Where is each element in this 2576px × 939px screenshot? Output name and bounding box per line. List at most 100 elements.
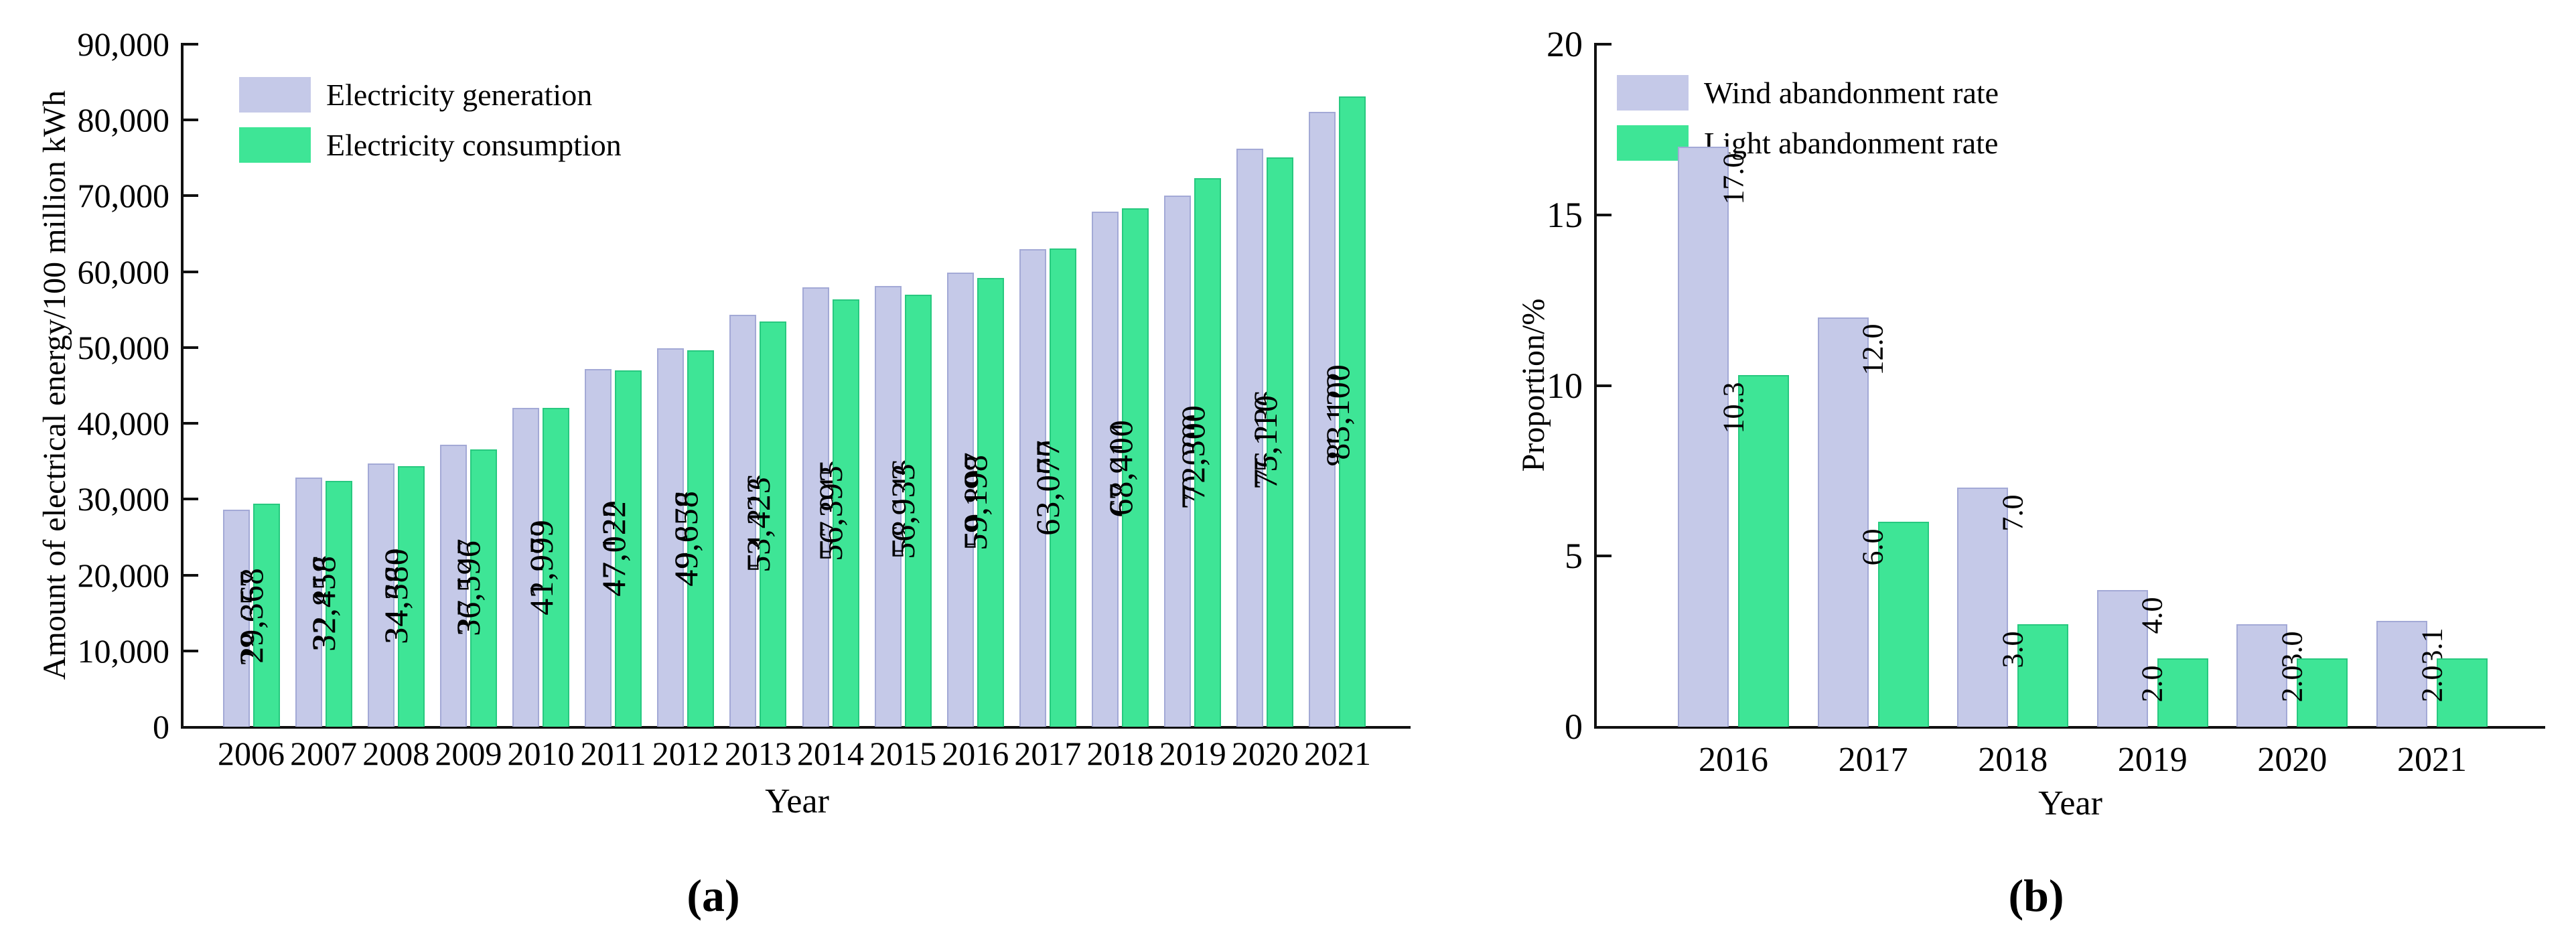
x-tick-label-2007: 2007 [290, 735, 358, 772]
bar-consumption-2016 [1738, 375, 1789, 727]
legend-label-light: Light abandonment rate [1704, 125, 1999, 160]
y-tick-label: 10 [1547, 365, 1583, 406]
bar-consumption-2016 [977, 277, 1004, 727]
y-tick-mark [1597, 43, 1612, 46]
x-tick-label-2008: 2008 [362, 735, 430, 772]
bar-consumption-2014 [832, 299, 859, 727]
y-tick-mark [1597, 384, 1612, 387]
y-tick-label: 20,000 [77, 556, 170, 594]
bar-value-label: 7.0 [1996, 494, 2029, 532]
bar-generation-2021 [2376, 621, 2427, 727]
bar-consumption-2012 [687, 350, 715, 727]
bar-generation-2018 [1092, 212, 1119, 727]
x-tick-label-2021: 2021 [1303, 735, 1371, 772]
y-tick-label: 5 [1565, 536, 1583, 577]
legend-item-light: Light abandonment rate [1617, 125, 1999, 161]
bar-generation-2017 [1817, 317, 1869, 727]
x-tick-label-2014: 2014 [797, 735, 865, 772]
bar-generation-2018 [1957, 488, 2009, 727]
bar-generation-2021 [1309, 111, 1336, 727]
y-tick-mark [184, 498, 198, 501]
x-tick-label-2017: 2017 [1838, 741, 1908, 779]
bar-generation-2014 [802, 287, 829, 727]
bar-consumption-2008 [397, 465, 425, 727]
x-tick-label-2013: 2013 [724, 735, 792, 772]
x-tick-label-2018: 2018 [1978, 741, 2048, 779]
bar-consumption-2017 [1877, 522, 1929, 727]
x-tick-label-2016: 2016 [1699, 741, 1768, 779]
x-tick-label-2015: 2015 [869, 735, 937, 772]
bar-value-label: 2.0 [2415, 665, 2448, 703]
legend-label-wind: Wind abandonment rate [1704, 75, 1999, 110]
bar-consumption-2006 [253, 504, 280, 727]
y-tick-label: 20 [1547, 24, 1583, 64]
bar-generation-2009 [439, 445, 467, 727]
bar-consumption-2021 [1339, 96, 1366, 727]
bar-generation-2006 [222, 509, 250, 727]
bar-generation-2019 [2096, 590, 2148, 727]
x-tick-label-2011: 2011 [580, 735, 646, 772]
bar-value-label: 2.0 [2275, 665, 2309, 703]
bar-consumption-2010 [543, 408, 570, 727]
legend-swatch-wind [1617, 75, 1689, 111]
bar-generation-2007 [295, 478, 322, 727]
y-tick-label: 60,000 [77, 252, 170, 291]
bar-consumption-2021 [2437, 658, 2488, 727]
bar-generation-2010 [512, 407, 540, 727]
y-tick-mark [184, 119, 198, 122]
bar-value-label: 3.0 [1996, 631, 2029, 668]
y-tick-label: 50,000 [77, 328, 170, 366]
x-tick-label-2012: 2012 [652, 735, 719, 772]
bar-generation-2013 [729, 315, 757, 727]
x-tick-label-2018: 2018 [1086, 735, 1154, 772]
bar-consumption-2011 [615, 370, 642, 727]
y-axis-line [181, 43, 184, 729]
bar-consumption-2018 [2017, 624, 2069, 727]
x-axis-line [181, 726, 1411, 729]
y-tick-label: 80,000 [77, 101, 170, 139]
bar-generation-2020 [1236, 148, 1264, 727]
bar-consumption-2020 [1267, 157, 1294, 727]
y-tick-mark [1597, 555, 1612, 558]
y-tick-label: 90,000 [77, 25, 170, 63]
x-tick-label-2017: 2017 [1014, 735, 1082, 772]
legend-label-generation: Electricity generation [326, 77, 593, 112]
bar-generation-2020 [2236, 624, 2288, 727]
legend-swatch-consumption [239, 127, 311, 163]
y-tick-label: 30,000 [77, 480, 170, 518]
bar-consumption-2015 [904, 295, 932, 727]
y-tick-mark [184, 194, 198, 198]
bar-generation-2011 [585, 369, 612, 727]
bar-generation-2012 [657, 348, 685, 727]
x-axis-title-a: Year [765, 782, 829, 820]
y-axis-line [1594, 43, 1597, 729]
x-tick-label-2020: 2020 [2257, 741, 2328, 779]
bar-value-label: 17.0 [1717, 153, 1749, 205]
x-tick-label-2010: 2010 [507, 735, 575, 772]
x-tick-label-2019: 2019 [1159, 735, 1226, 772]
x-axis-title-b: Year [2038, 784, 2102, 822]
bar-consumption-2018 [1122, 208, 1149, 727]
legend-item-consumption: Electricity consumption [239, 127, 622, 163]
y-tick-label: 70,000 [77, 177, 170, 215]
x-tick-label-2006: 2006 [218, 735, 285, 772]
x-tick-label-2021: 2021 [2397, 741, 2467, 779]
bar-generation-2016 [946, 272, 974, 727]
legend-b: Wind abandonment rate Light abandonment … [1617, 75, 1999, 175]
bar-value-label: 2.0 [2135, 665, 2169, 703]
bar-generation-2015 [874, 285, 902, 727]
bar-consumption-2019 [1194, 178, 1222, 727]
x-axis-line [1594, 726, 2545, 729]
subfigure-caption-a: (a) [687, 870, 740, 921]
bar-generation-2008 [367, 463, 395, 727]
legend-label-consumption: Electricity consumption [326, 127, 622, 162]
legend-swatch-light [1617, 125, 1689, 161]
x-tick-label-2009: 2009 [435, 735, 502, 772]
y-tick-mark [184, 270, 198, 273]
y-tick-mark [1597, 213, 1612, 216]
